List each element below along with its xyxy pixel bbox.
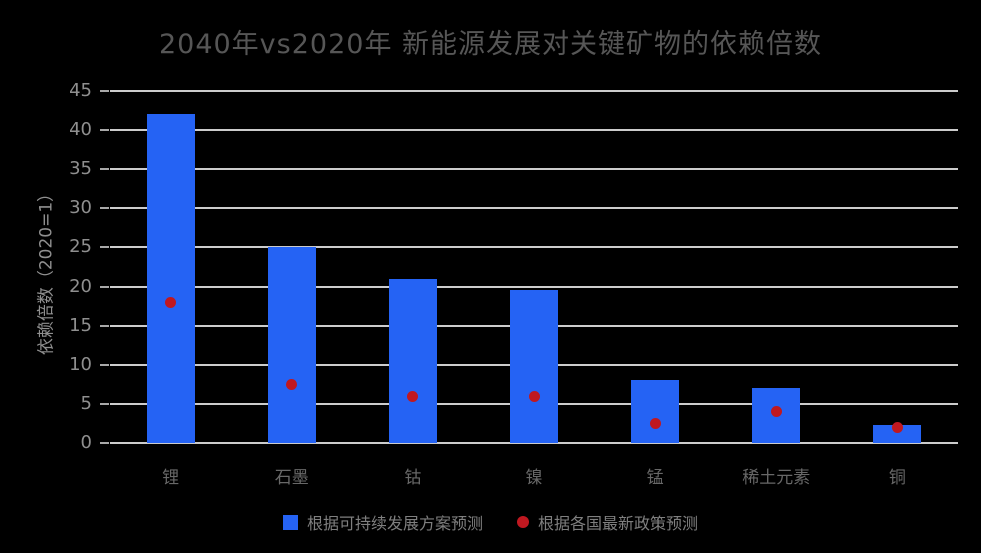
legend-dot-swatch xyxy=(517,516,529,528)
plot-area xyxy=(110,90,958,444)
y-tick-mark-0 xyxy=(100,442,109,444)
y-tick-label-5: 5 xyxy=(80,392,92,414)
y-tick-mark-30 xyxy=(100,207,109,210)
data-point-dot-稀土元素 xyxy=(770,406,782,418)
gridline-35 xyxy=(110,168,958,171)
y-tick-mark-15 xyxy=(100,324,109,327)
legend-label-dots: 根据各国最新政策预测 xyxy=(538,514,699,533)
data-point-dot-镍 xyxy=(528,390,540,402)
y-tick-label-40: 40 xyxy=(69,119,92,141)
gridline-40 xyxy=(110,129,958,132)
y-tick-mark-20 xyxy=(100,285,109,288)
data-point-dot-锂 xyxy=(165,296,177,308)
chart-title: 2040年vs2020年 新能源发展对关键矿物的依赖倍数 xyxy=(158,29,823,60)
y-tick-label-0: 0 xyxy=(80,432,92,453)
data-point-dot-钴 xyxy=(407,390,419,402)
x-tick-label-锰: 锰 xyxy=(646,468,664,488)
y-tick-label-35: 35 xyxy=(69,158,92,180)
y-tick-label-10: 10 xyxy=(69,353,92,375)
data-point-dot-石墨 xyxy=(286,378,298,390)
gridline-20 xyxy=(110,285,958,288)
gridline-30 xyxy=(110,207,958,210)
x-tick-label-镍: 镍 xyxy=(525,468,543,488)
x-tick-label-钴: 钴 xyxy=(404,468,422,488)
y-tick-label-30: 30 xyxy=(69,197,92,219)
legend-label-bars: 根据可持续发展方案预测 xyxy=(306,514,483,533)
bar-镍 xyxy=(510,290,558,443)
y-tick-mark-45 xyxy=(100,90,109,92)
x-tick-label-石墨: 石墨 xyxy=(274,468,309,488)
gridline-45 xyxy=(110,90,958,92)
y-tick-mark-40 xyxy=(100,129,109,132)
legend: 根据可持续发展方案预测 根据各国最新政策预测 xyxy=(0,510,981,534)
bar-锰 xyxy=(631,380,680,443)
bar-铜 xyxy=(873,425,922,443)
bar-石墨 xyxy=(267,247,316,443)
legend-item-dots: 根据各国最新政策预测 xyxy=(517,510,698,534)
y-tick-mark-10 xyxy=(100,363,109,366)
legend-bar-swatch xyxy=(282,514,298,530)
legend-item-bars: 根据可持续发展方案预测 xyxy=(282,510,483,534)
y-tick-label-25: 25 xyxy=(69,236,92,258)
y-tick-label-45: 45 xyxy=(69,80,92,101)
data-point-dot-锰 xyxy=(649,417,661,429)
x-tick-label-铜: 铜 xyxy=(888,468,906,488)
y-tick-mark-35 xyxy=(100,168,109,171)
y-tick-mark-25 xyxy=(100,246,109,249)
gridline-0 xyxy=(110,442,958,444)
y-tick-label-15: 15 xyxy=(69,314,92,336)
data-point-dot-铜 xyxy=(891,421,903,433)
y-tick-mark-5 xyxy=(100,402,109,405)
bar-锂 xyxy=(146,114,195,443)
x-tick-label-稀土元素: 稀土元素 xyxy=(742,468,811,488)
x-tick-label-锂: 锂 xyxy=(162,468,180,488)
bar-钴 xyxy=(388,278,437,443)
gridline-25 xyxy=(110,246,958,249)
y-tick-label-20: 20 xyxy=(69,275,92,297)
